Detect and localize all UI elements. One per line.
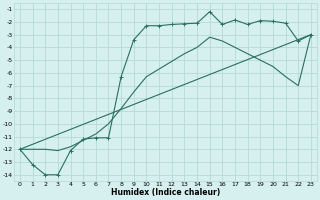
X-axis label: Humidex (Indice chaleur): Humidex (Indice chaleur) xyxy=(111,188,220,197)
